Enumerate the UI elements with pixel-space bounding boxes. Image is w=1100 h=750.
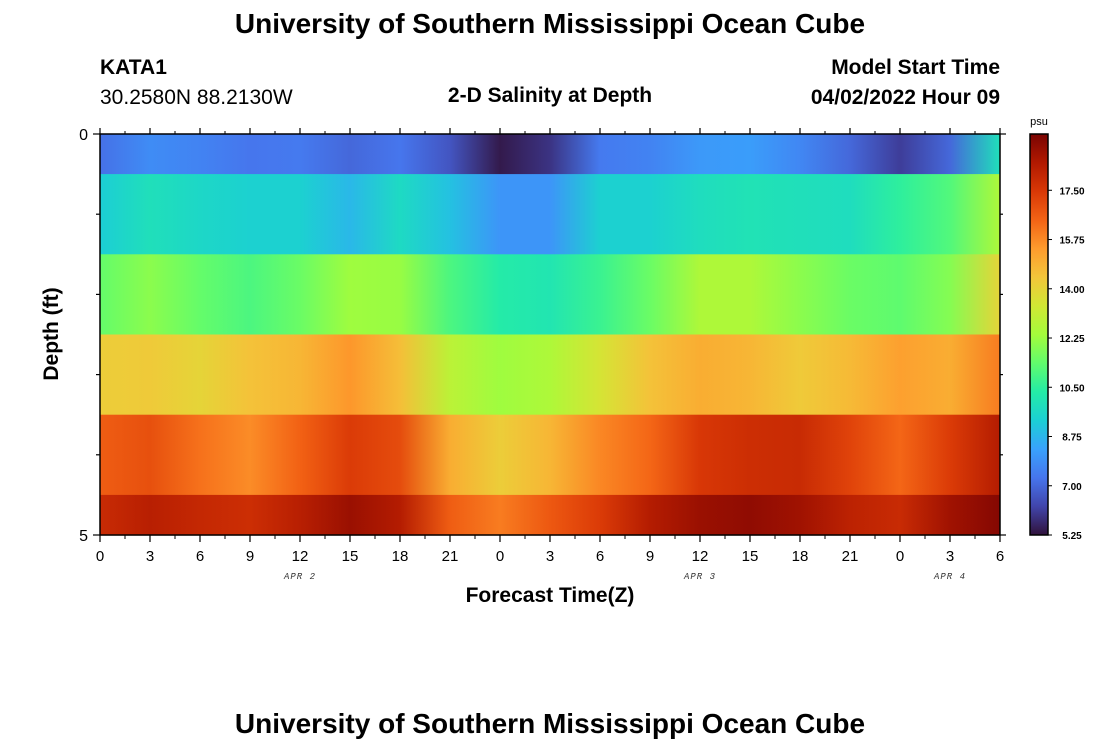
y-tick-label: 5 [79,528,88,545]
station-id: KATA1 [100,56,167,79]
colorbar-tick-label: 17.50 [1059,186,1084,197]
x-tick-label: 21 [842,548,859,565]
y-axis: 05 [79,127,1006,545]
x-axis-title: Forecast Time(Z) [465,584,635,607]
station-coordinates: 30.2580N 88.2130W [100,86,293,109]
date-label: APR 3 [683,572,716,582]
x-tick-label: 9 [246,548,254,565]
x-tick-label: 15 [742,548,759,565]
model-start-label: Model Start Time [831,56,1000,79]
footer-title: University of Southern Mississippi Ocean… [234,708,866,739]
x-tick-label: 3 [546,548,554,565]
x-tick-label: 15 [342,548,359,565]
x-tick-label: 6 [196,548,204,565]
x-tick-label: 3 [946,548,954,565]
y-axis-title: Depth (ft) [40,287,63,381]
x-tick-label: 0 [496,548,504,565]
heatmap-layer [100,134,1000,536]
page-title: University of Southern Mississippi Ocean… [234,8,866,39]
colorbar-scale [1029,133,1049,536]
colorbar-tick-label: 8.75 [1062,433,1082,444]
plot-title: 2-D Salinity at Depth [447,84,653,107]
colorbar-tick-label: 7.00 [1062,482,1082,493]
x-tick-label: 18 [392,548,409,565]
depth-band-3 [100,334,1000,416]
depth-band-1 [100,174,1000,255]
x-tick-label: 9 [646,548,654,565]
colorbar: psu 5.25 7.00 8.75 10.50 12.25 14.00 15.75 17.50 [1029,116,1085,542]
x-tick-label: 21 [442,548,459,565]
y-tick-label: 0 [79,127,88,144]
x-axis: 0 3 6 9 12 15 18 21 0 3 6 9 12 15 18 21 0 3 6 APR 2 APR 3 APR… [96,128,1004,582]
x-tick-label: 18 [792,548,809,565]
depth-band-0 [100,134,1000,175]
x-tick-label: 6 [596,548,604,565]
x-tick-label: 0 [896,548,904,565]
depth-band-2 [100,254,1000,336]
x-tick-label: 0 [96,548,104,565]
colorbar-tick-label: 15.75 [1059,236,1084,247]
x-tick-label: 12 [692,548,709,565]
colorbar-unit: psu [1030,116,1048,128]
colorbar-tick-label: 10.50 [1059,383,1084,394]
x-tick-label: 6 [996,548,1004,565]
colorbar-tick-label: 12.25 [1059,334,1084,345]
x-tick-label: 12 [292,548,309,565]
colorbar-tick-label: 14.00 [1059,285,1084,296]
x-tick-label: 3 [146,548,154,565]
date-label: APR 4 [933,572,966,582]
date-label: APR 2 [283,572,316,582]
depth-band-4 [100,414,1000,496]
depth-band-5 [100,494,1000,536]
model-start-value: 04/02/2022 Hour 09 [810,86,1000,109]
colorbar-tick-label: 5.25 [1062,531,1082,542]
